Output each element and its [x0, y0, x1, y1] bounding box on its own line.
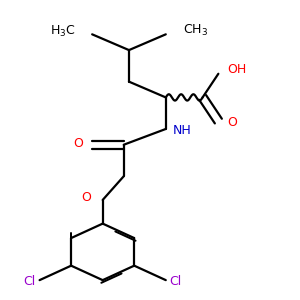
Text: Cl: Cl: [170, 275, 182, 288]
Text: O: O: [73, 137, 83, 150]
Text: H$_3$C: H$_3$C: [50, 24, 75, 39]
Text: Cl: Cl: [23, 275, 36, 288]
Text: NH: NH: [172, 124, 191, 137]
Text: O: O: [81, 191, 91, 204]
Text: CH$_3$: CH$_3$: [183, 23, 208, 38]
Text: O: O: [228, 116, 237, 129]
Text: OH: OH: [228, 63, 247, 76]
